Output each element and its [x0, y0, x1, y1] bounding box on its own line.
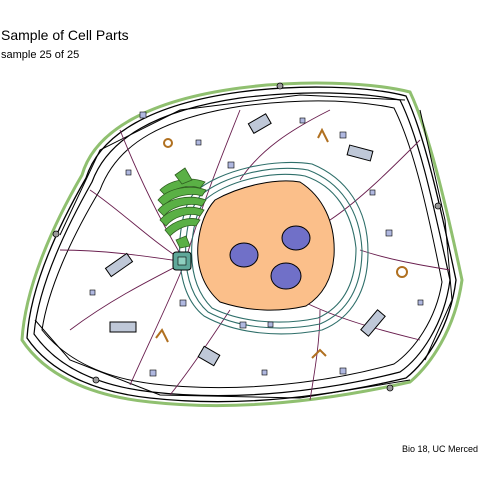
nucleolus-2	[281, 225, 311, 251]
figure-caption: Bio 18, UC Merced	[401, 444, 478, 454]
centrosome	[172, 251, 192, 271]
vesicles	[89, 111, 424, 377]
nucleolus-1	[229, 242, 259, 268]
mitochondria	[104, 113, 386, 367]
figure-subtitle: sample 25 of 25	[1, 49, 80, 61]
nucleolus-3	[270, 262, 302, 290]
peroxisomes	[155, 127, 408, 359]
nucleus	[197, 180, 335, 311]
cell-membrane	[20, 81, 464, 408]
figure-title: Sample of Cell Parts	[1, 27, 129, 43]
golgi-apparatus	[157, 167, 207, 249]
membrane-proteins	[52, 82, 442, 392]
